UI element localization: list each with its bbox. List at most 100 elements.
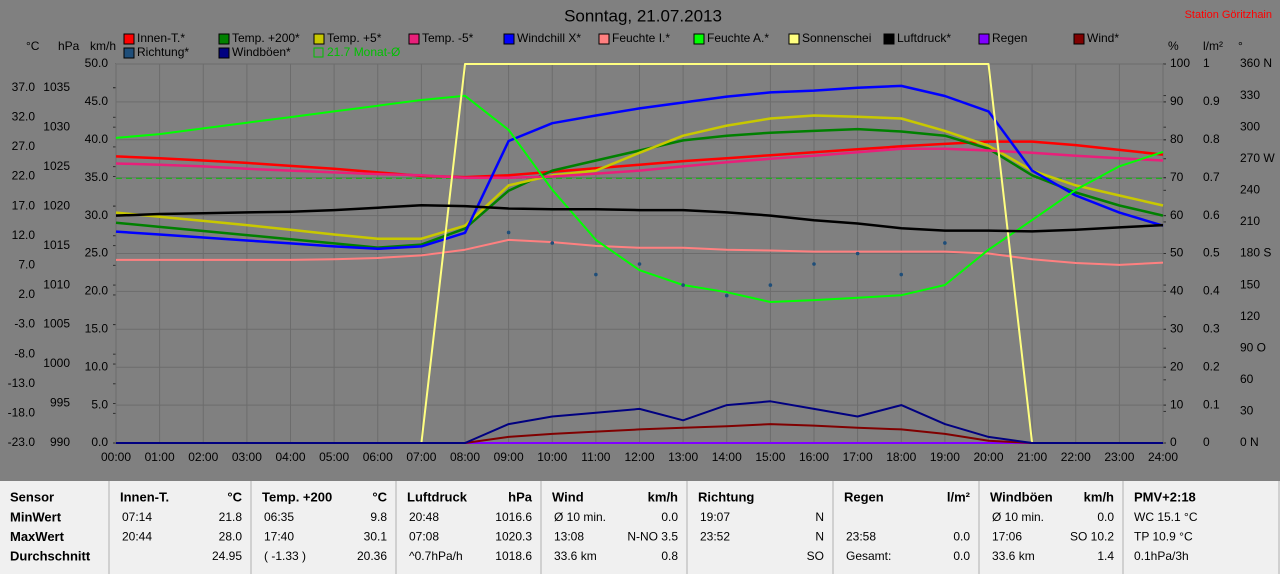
- direction-dot: [724, 293, 729, 298]
- legend-swatch: [408, 33, 420, 45]
- y-tick-label: 37.0: [12, 80, 36, 94]
- legend-swatch: [883, 33, 895, 45]
- x-tick-label: 01:00: [145, 450, 175, 464]
- chart-title: Sonntag, 21.07.2013: [564, 6, 722, 25]
- legend-swatch: [1073, 33, 1085, 45]
- legend-label: Innen-T.*: [137, 31, 185, 45]
- y-tick-label: 180 S: [1240, 246, 1271, 260]
- table-unit: °C: [227, 489, 242, 504]
- table-panel: [397, 481, 540, 574]
- table-panel: [980, 481, 1122, 574]
- y-tick-label: 0.7: [1203, 170, 1220, 184]
- y-tick-label: 40.0: [85, 132, 109, 146]
- y-tick-label: 0.8: [1203, 132, 1220, 146]
- x-tick-label: 07:00: [406, 450, 436, 464]
- y-tick-label: 5.0: [91, 397, 108, 411]
- y-tick-label: 90: [1170, 94, 1184, 108]
- x-tick-label: 02:00: [188, 450, 218, 464]
- table-cell: 1020.3: [495, 530, 532, 544]
- table-cell: 30.1: [364, 530, 388, 544]
- table-cell: 9.8: [370, 510, 387, 524]
- x-tick-label: 11:00: [581, 450, 610, 464]
- legend-swatch: [693, 33, 705, 45]
- y-tick-label: 90 O: [1240, 340, 1266, 354]
- legend-label: Richtung*: [137, 45, 189, 59]
- y-tick-label: -18.0: [8, 406, 36, 420]
- y-tick-label: 60: [1240, 372, 1254, 386]
- axis-title: l/m²: [1203, 39, 1223, 53]
- y-tick-label: 990: [50, 435, 70, 449]
- table-cell: 20.36: [357, 549, 387, 563]
- series-line: [116, 238, 1164, 266]
- y-tick-label: 0: [1170, 435, 1177, 449]
- series-line: [115, 147, 1164, 179]
- table-unit: km/h: [1084, 489, 1114, 504]
- table-header: Innen-T.: [120, 489, 169, 504]
- y-tick-label: 12.0: [12, 228, 36, 242]
- table-panel: [0, 481, 108, 574]
- y-tick-label: 50.0: [85, 56, 109, 70]
- axis-title: %: [1168, 39, 1179, 53]
- table-cell: MinWert: [10, 509, 62, 524]
- y-tick-label: 120: [1240, 309, 1260, 323]
- axis-title: °: [1238, 39, 1243, 53]
- y-tick-label: 1025: [43, 159, 70, 173]
- y-tick-label: 45.0: [85, 94, 109, 108]
- series-line: [115, 94, 1164, 303]
- table-header: Wind: [552, 489, 584, 504]
- table-panel: [688, 481, 832, 574]
- y-tick-label: -3.0: [14, 317, 35, 331]
- table-cell: 24.95: [212, 549, 242, 563]
- y-tick-label: 22.0: [12, 169, 36, 183]
- table-cell: ( -1.33 ): [264, 549, 306, 563]
- legend-swatch: [978, 33, 990, 45]
- y-tick-label: 1010: [43, 277, 70, 291]
- y-tick-label: 80: [1170, 132, 1184, 146]
- x-tick-label: 17:00: [843, 450, 873, 464]
- table-cell: SO 10.2: [1070, 530, 1114, 544]
- y-tick-label: 70: [1170, 170, 1184, 184]
- table-cell: 0.0: [1097, 510, 1114, 524]
- x-tick-label: 04:00: [275, 450, 305, 464]
- table-header: Regen: [844, 489, 884, 504]
- y-tick-label: 2.0: [18, 287, 35, 301]
- table-cell: 21.8: [219, 510, 243, 524]
- table-unit: hPa: [508, 489, 533, 504]
- legend-swatch: [788, 33, 800, 45]
- table-header: Luftdruck: [407, 489, 468, 504]
- series-line: [115, 127, 1164, 249]
- x-tick-label: 09:00: [494, 450, 524, 464]
- table-cell: 13:08: [554, 530, 584, 544]
- y-tick-label: 1035: [43, 80, 70, 94]
- legend-label: Wind*: [1087, 31, 1119, 45]
- x-tick-label: 12:00: [624, 450, 654, 464]
- x-tick-label: 21:00: [1017, 450, 1047, 464]
- table-cell: 33.6 km: [554, 549, 597, 563]
- table-unit: km/h: [648, 489, 678, 504]
- table-cell: 0.8: [661, 549, 678, 563]
- y-tick-label: 0.3: [1203, 321, 1220, 335]
- x-tick-label: 19:00: [930, 450, 960, 464]
- y-tick-label: 1: [1203, 56, 1210, 70]
- table-cell: 0.0: [953, 530, 970, 544]
- table-cell: Gesamt:: [846, 549, 891, 563]
- table-header: Windböen: [990, 489, 1053, 504]
- y-tick-label: 995: [50, 396, 70, 410]
- station-label: Station Göritzhain: [1185, 9, 1272, 21]
- y-tick-label: 0.4: [1203, 284, 1220, 298]
- legend-label: Temp. +5*: [327, 31, 382, 45]
- y-tick-label: 0.5: [1203, 246, 1220, 260]
- x-tick-label: 10:00: [537, 450, 567, 464]
- legend-label: Temp. -5*: [422, 31, 474, 45]
- y-tick-label: 40: [1170, 284, 1184, 298]
- direction-dot: [899, 272, 904, 277]
- y-tick-label: 300: [1240, 119, 1260, 133]
- table-cell: N: [815, 510, 824, 524]
- y-tick-label: 360 N: [1240, 56, 1272, 70]
- table-cell: N-NO 3.5: [627, 530, 678, 544]
- y-tick-label: 270 W: [1240, 151, 1275, 165]
- legend-label: Luftdruck*: [897, 31, 951, 45]
- x-tick-label: 05:00: [319, 450, 349, 464]
- y-tick-label: 0.9: [1203, 94, 1220, 108]
- table-panel: [252, 481, 395, 574]
